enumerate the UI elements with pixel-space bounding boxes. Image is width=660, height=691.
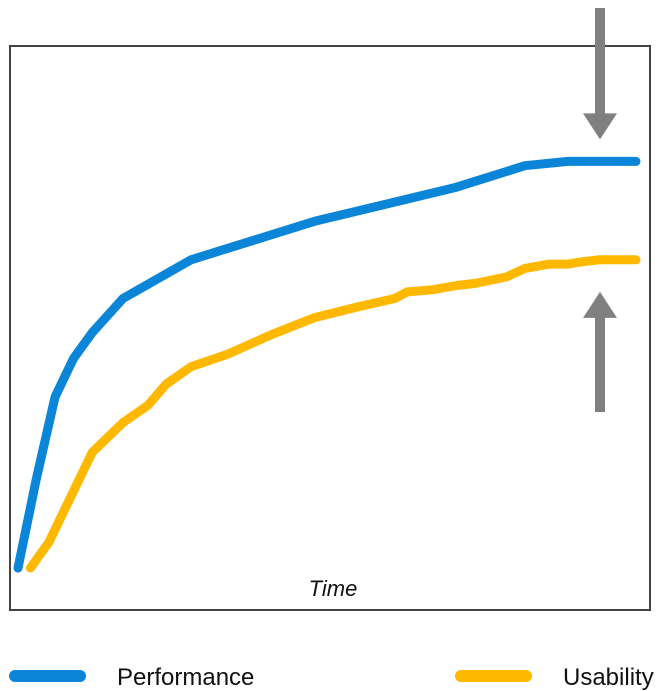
series-line-performance	[13, 156, 641, 573]
plot-frame	[9, 45, 651, 611]
x-axis-label: Time	[309, 576, 358, 601]
legend: Performance Usability	[9, 664, 654, 691]
legend-label-usability: Usability	[563, 664, 654, 691]
series-line-usability	[25, 255, 641, 573]
series-group	[13, 156, 641, 573]
legend-label-performance: Performance	[117, 664, 254, 691]
arrow-down-icon	[583, 8, 617, 140]
arrow-up-icon	[583, 291, 617, 412]
annotation-group	[583, 8, 617, 412]
